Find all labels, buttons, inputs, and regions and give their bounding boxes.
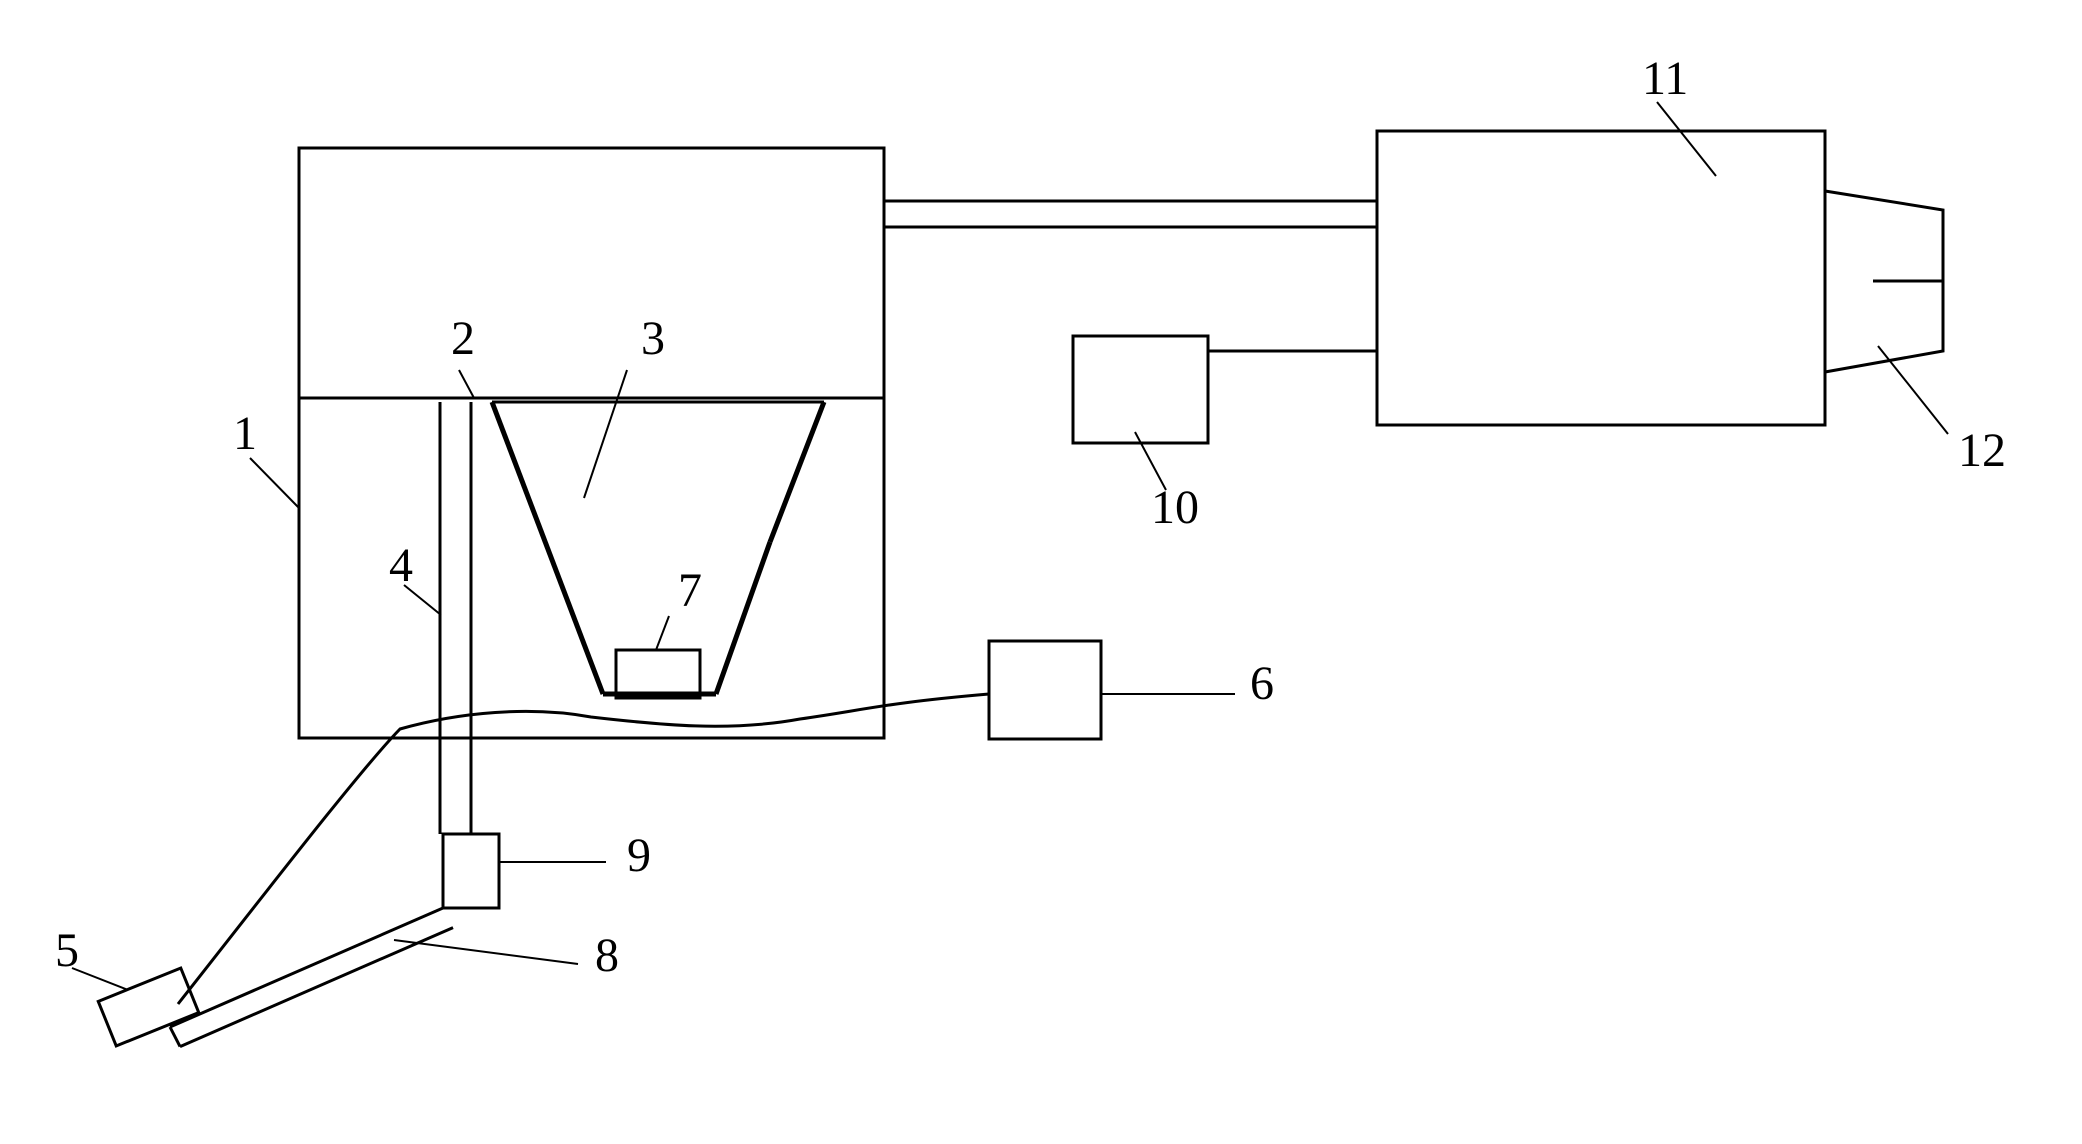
leader-line — [394, 940, 578, 964]
label-10: 10 — [1151, 481, 1199, 534]
label-2: 2 — [451, 312, 475, 365]
label-5: 5 — [55, 924, 79, 977]
box-7 — [616, 650, 700, 698]
wire-path — [178, 694, 989, 1004]
box-10 — [1073, 336, 1208, 443]
label-7: 7 — [678, 564, 702, 617]
box-9 — [443, 834, 499, 908]
label-1: 1 — [233, 407, 257, 460]
leader-line — [1878, 346, 1948, 434]
label-9: 9 — [627, 829, 651, 882]
leader-line — [459, 370, 474, 398]
leader-line — [250, 458, 299, 508]
leader-line — [1657, 102, 1716, 176]
label-12: 12 — [1958, 424, 2006, 477]
label-3: 3 — [641, 312, 665, 365]
leader-line — [656, 616, 669, 650]
box-11 — [1377, 131, 1825, 425]
box-6 — [989, 641, 1101, 739]
leader-line — [72, 968, 128, 990]
label-4: 4 — [389, 539, 413, 592]
leader-line — [584, 370, 627, 498]
box-5 — [98, 968, 199, 1046]
label-6: 6 — [1250, 657, 1274, 710]
label-11: 11 — [1642, 52, 1688, 105]
label-8: 8 — [595, 929, 619, 982]
technical-diagram: 123456789101112 — [0, 0, 2082, 1144]
box-1 — [299, 148, 884, 738]
